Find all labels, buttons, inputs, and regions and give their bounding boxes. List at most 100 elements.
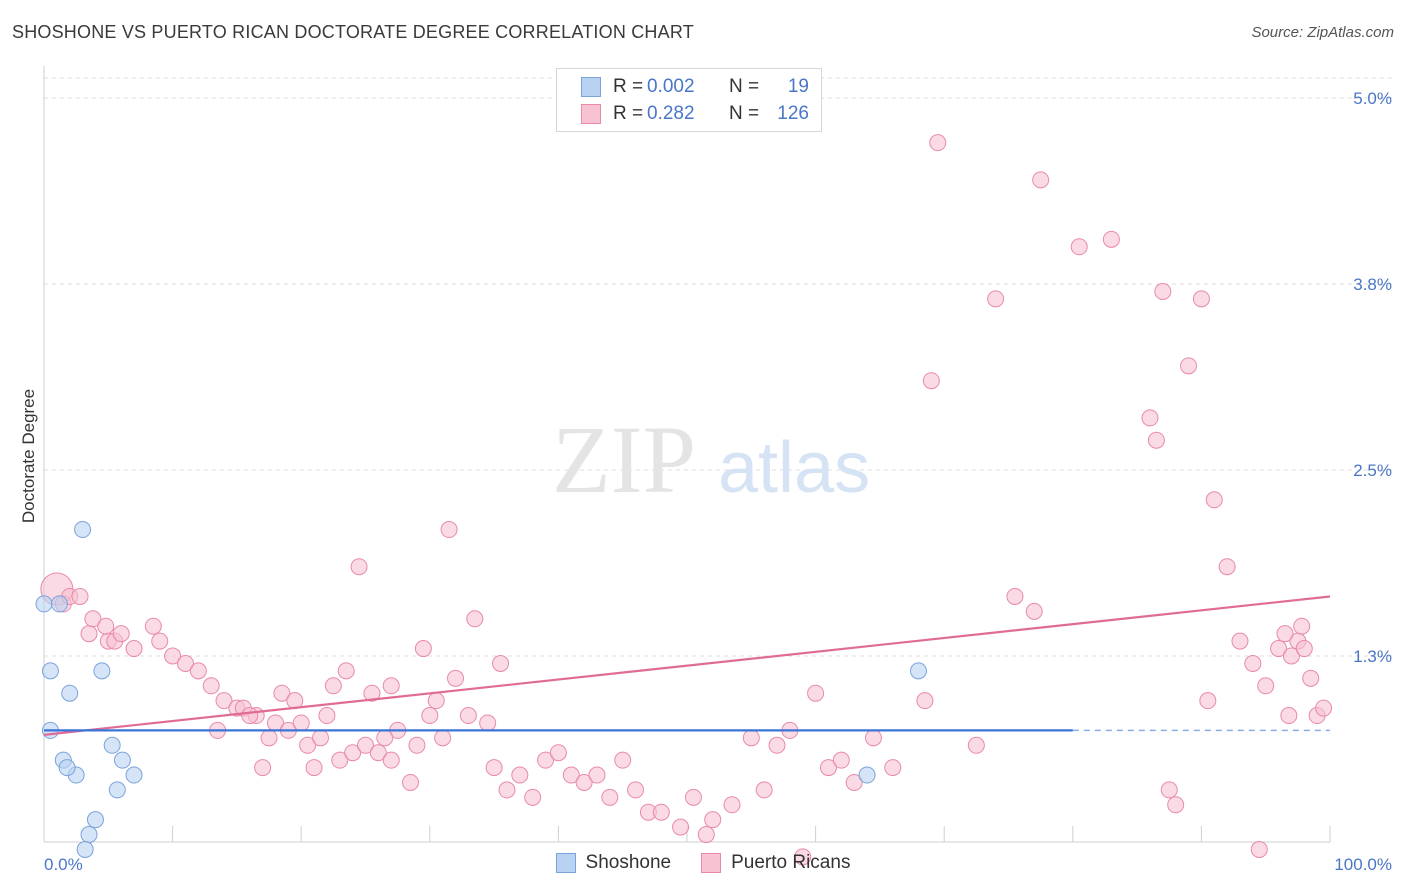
point: [1218, 558, 1236, 576]
point: [652, 803, 670, 821]
point: [614, 751, 632, 769]
puerto-ricans-legend-swatch: [701, 853, 722, 873]
point: [311, 729, 329, 747]
point: [74, 521, 92, 539]
y-tick-label: 2.5%: [1353, 461, 1392, 480]
point: [363, 684, 381, 702]
point: [215, 692, 233, 710]
point: [588, 766, 606, 784]
point: [768, 736, 786, 754]
point: [41, 662, 59, 680]
point: [1180, 357, 1198, 375]
point: [76, 840, 94, 858]
point: [627, 781, 645, 799]
point: [479, 714, 497, 732]
point: [1244, 654, 1262, 672]
point: [1102, 230, 1120, 248]
point: [794, 848, 812, 866]
point: [382, 677, 400, 695]
point: [466, 610, 484, 628]
point: [357, 736, 374, 754]
point: [421, 707, 439, 725]
chart-title: SHOSHONE VS PUERTO RICAN DOCTORATE DEGRE…: [12, 22, 694, 42]
legend-item-shoshone[interactable]: Shoshone: [555, 852, 671, 874]
puerto-ricans-swatch: [581, 104, 601, 124]
point: [697, 826, 715, 844]
point: [929, 134, 947, 152]
n-label: N =: [729, 103, 760, 124]
point: [318, 707, 336, 725]
point: [704, 811, 722, 829]
point: [80, 826, 98, 844]
point: [86, 811, 104, 829]
point: [241, 707, 259, 725]
series-puerto-ricans: [40, 134, 1333, 866]
source-label: Source: ZipAtlas.com: [1251, 24, 1394, 41]
tick-labels: 1.3% 2.5% 3.8% 5.0% 0.0% 100.0%: [44, 89, 1392, 874]
point: [537, 751, 555, 769]
point: [1025, 602, 1043, 620]
point: [1167, 796, 1185, 814]
point: [292, 714, 310, 732]
point: [71, 587, 89, 605]
point: [1147, 431, 1165, 449]
point: [299, 736, 317, 754]
n-label: N =: [729, 76, 760, 97]
point: [402, 773, 420, 791]
point: [1032, 171, 1050, 189]
point: [1192, 290, 1210, 308]
point: [440, 521, 458, 539]
point: [176, 654, 194, 672]
point: [1006, 587, 1024, 605]
point: [80, 625, 98, 643]
point: [108, 781, 126, 799]
point: [1199, 692, 1217, 710]
point: [922, 372, 940, 390]
point: [202, 677, 220, 695]
point: [273, 684, 291, 702]
x-tick-label: 100.0%: [1334, 855, 1392, 874]
legend-item-puerto-ricans[interactable]: Puerto Ricans: [701, 852, 850, 874]
watermark-zip: ZIP: [552, 406, 696, 513]
point: [1141, 409, 1159, 427]
trend-lines: [43, 595, 1331, 736]
point: [369, 744, 387, 762]
point: [562, 766, 580, 784]
point: [1257, 677, 1275, 695]
r-label: R =: [613, 103, 644, 124]
point: [324, 677, 342, 695]
point: [684, 788, 702, 806]
point: [434, 729, 452, 747]
point: [909, 662, 927, 680]
shoshone-legend-swatch: [555, 853, 576, 873]
point: [884, 759, 902, 777]
point: [58, 759, 76, 777]
legend-row-puerto-ricans: R = 0.282 N = 126: [581, 102, 809, 126]
point: [305, 759, 323, 777]
point: [125, 640, 143, 658]
point: [144, 617, 162, 635]
point: [112, 625, 130, 643]
point: [858, 766, 876, 784]
point: [672, 818, 690, 836]
point: [524, 788, 542, 806]
point: [1154, 282, 1172, 300]
y-tick-label: 3.8%: [1353, 275, 1392, 294]
point: [916, 692, 934, 710]
point: [125, 766, 143, 784]
legend-row-shoshone: R = 0.002 N = 19: [581, 75, 809, 99]
point: [344, 744, 362, 762]
point: [819, 759, 837, 777]
point: [84, 610, 102, 628]
point: [337, 662, 355, 680]
point: [601, 788, 619, 806]
point: [1302, 669, 1320, 687]
point: [1250, 840, 1268, 858]
point: [350, 558, 368, 576]
point: [492, 654, 510, 672]
point: [987, 290, 1005, 308]
point: [742, 729, 760, 747]
series-legend: Shoshone Puerto Ricans: [0, 852, 1406, 874]
point: [832, 751, 850, 769]
